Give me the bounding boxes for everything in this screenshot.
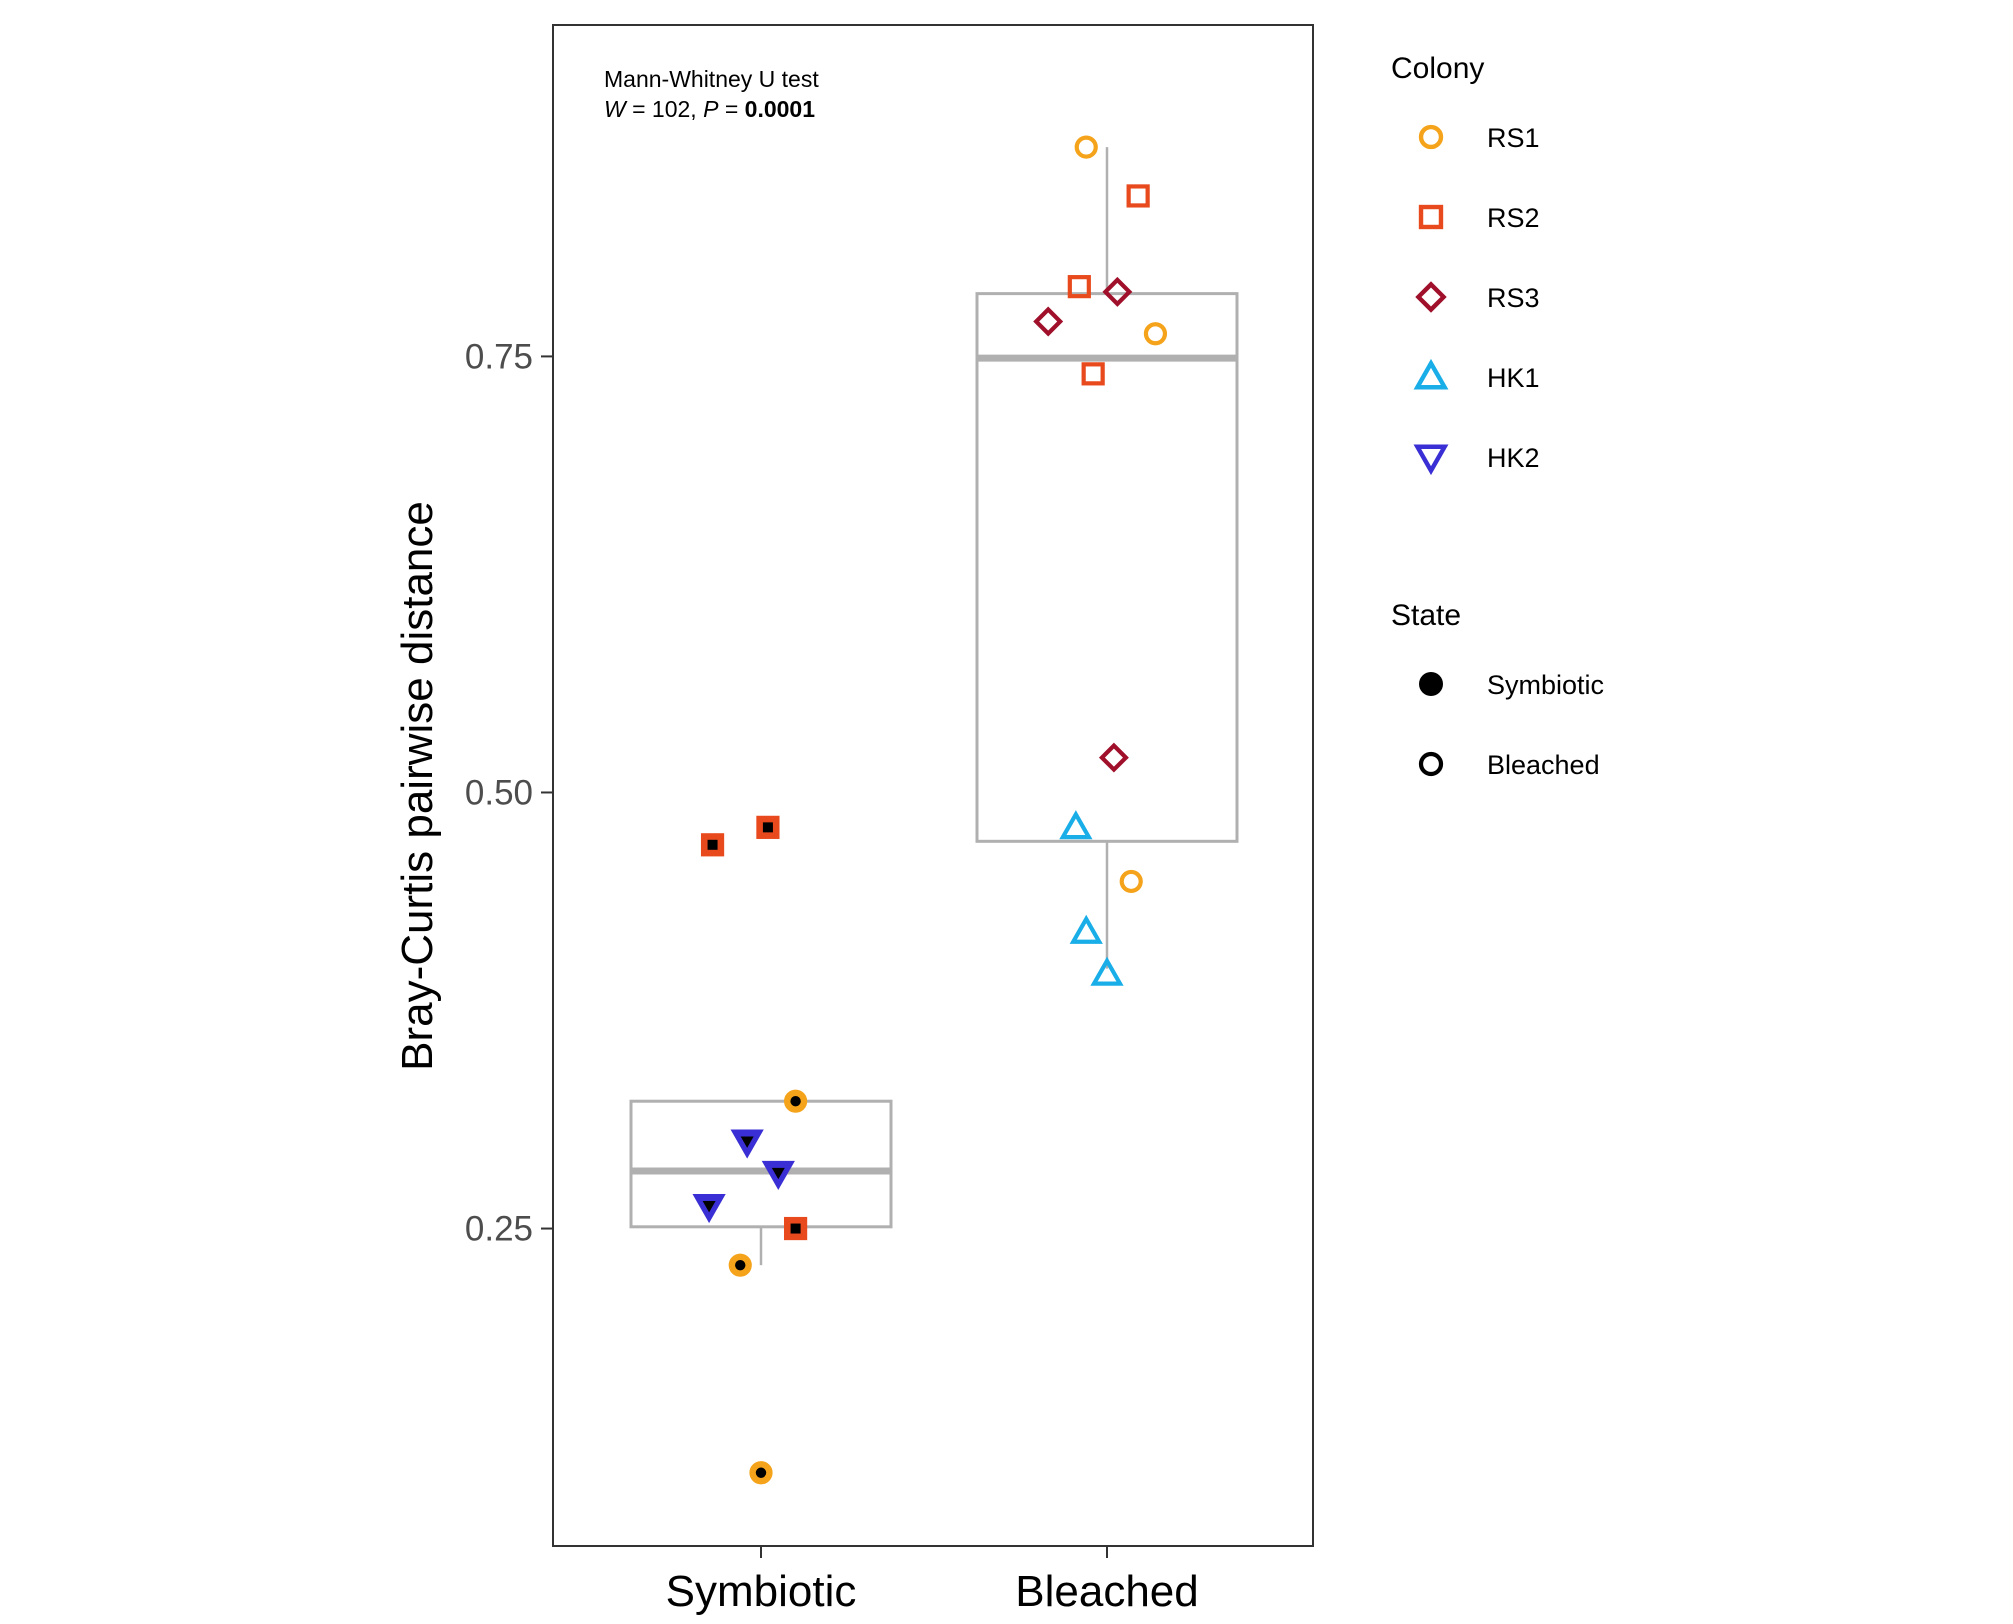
data-point-rs1-bleached [1119, 869, 1143, 894]
marker-square-outline [1067, 275, 1091, 299]
box-iqr [629, 1099, 893, 1229]
points-layer [692, 135, 1168, 1485]
data-point-rs2-bleached [1081, 362, 1105, 386]
legend-key-hk1 [1413, 358, 1449, 390]
annotation-stat-line: W = 102, P = 0.0001 [604, 96, 815, 122]
annotation-p-value: 0.0001 [745, 96, 816, 122]
data-point-hk2-symbiotic [761, 1160, 795, 1190]
annotation-stat-symbol: W [604, 96, 628, 122]
marker-center-fill [740, 1136, 754, 1148]
data-point-rs2-bleached [1067, 275, 1091, 299]
marker-center-fill [790, 1223, 801, 1234]
data-point-rs1-symbiotic [783, 1089, 808, 1113]
x-axis: Symbiotic Bleached [666, 1546, 1199, 1616]
data-point-rs3-bleached [1033, 306, 1064, 337]
legend: Colony State RS1 RS2 RS3 HK1 HK2 Symbiotic Ble… [1391, 52, 1604, 780]
data-point-rs2-symbiotic [700, 833, 725, 857]
data-point-rs3-bleached [1098, 742, 1129, 773]
data-point-rs3-bleached [1102, 276, 1133, 307]
marker-center-fill [735, 1259, 746, 1271]
marker-center-fill [762, 822, 773, 833]
annotation-test-name: Mann-Whitney U test [604, 66, 819, 92]
marker-circle-outline [1143, 322, 1168, 346]
annotation-stat-value: = 102, [626, 96, 703, 122]
marker-square-outline [1418, 204, 1444, 230]
box-layer [629, 147, 1239, 1266]
legend-label-symbiotic: Symbiotic [1487, 670, 1604, 700]
marker-center-fill [771, 1167, 785, 1180]
marker-triangle-up-outline [1413, 358, 1449, 390]
data-point-rs2-bleached [1126, 184, 1150, 208]
legend-key-hk2 [1413, 444, 1449, 476]
legend-label-hk2: HK2 [1487, 443, 1540, 473]
data-point-hk2-symbiotic [692, 1194, 726, 1224]
marker-triangle-up-outline [1059, 810, 1093, 840]
marker-circle-outline [1119, 869, 1143, 894]
annotation-p-eq: = [718, 96, 744, 122]
box-iqr [975, 292, 1239, 843]
y-tick-label: 0.75 [465, 337, 533, 376]
legend-label-hk1: HK1 [1487, 363, 1540, 393]
data-point-hk1-bleached [1069, 914, 1103, 944]
legend-key-bleached [1418, 751, 1444, 777]
marker-square-outline [1126, 184, 1150, 208]
plot-panel-border [552, 24, 1314, 1547]
marker-center-fill [755, 1467, 767, 1478]
legend-state-title: State [1391, 599, 1461, 632]
legend-key-rs3 [1415, 281, 1447, 313]
boxplot-symbiotic [629, 1099, 893, 1266]
data-point-rs2-symbiotic [783, 1216, 808, 1241]
legend-key-rs2 [1418, 204, 1444, 230]
marker-center-fill [790, 1096, 801, 1107]
legend-label-bleached: Bleached [1487, 750, 1600, 780]
marker-center-fill [702, 1200, 716, 1213]
data-point-rs1-bleached [1074, 135, 1098, 159]
legend-colony-title: Colony [1391, 52, 1484, 85]
marker-diamond-outline [1033, 306, 1064, 337]
y-axis: 0.25 0.50 0.75 [465, 337, 553, 1249]
x-category-label: Symbiotic [666, 1567, 857, 1616]
annotation-p-symbol: P [703, 96, 719, 122]
boxplot-bleached [975, 147, 1239, 969]
x-category-label: Bleached [1015, 1567, 1198, 1616]
legend-label-rs1: RS1 [1487, 123, 1540, 153]
legend-label-rs3: RS3 [1487, 283, 1540, 313]
y-tick-label: 0.25 [465, 1210, 533, 1249]
marker-circle-outline [1074, 135, 1098, 159]
marker-center-fill [707, 839, 718, 850]
marker-diamond-outline [1102, 276, 1133, 307]
data-point-rs2-symbiotic [756, 815, 780, 839]
marker-diamond-outline [1098, 742, 1129, 773]
y-tick-label: 0.50 [465, 773, 533, 812]
legend-label-rs2: RS2 [1487, 203, 1540, 233]
legend-key-rs1 [1418, 124, 1444, 150]
marker-triangle-up-outline [1090, 956, 1124, 986]
marker-circle-outline [1418, 124, 1444, 150]
y-axis-title: Bray-Curtis pairwise distance [393, 501, 442, 1071]
legend-key-symbiotic [1419, 672, 1443, 696]
marker-triangle-up-outline [1069, 914, 1103, 944]
data-point-rs1-bleached [1143, 322, 1168, 346]
marker-diamond-outline [1415, 281, 1447, 313]
data-point-hk1-bleached [1059, 810, 1093, 840]
stat-annotation: Mann-Whitney U test W = 102, P = 0.0001 [604, 66, 819, 122]
data-point-hk1-bleached [1090, 956, 1124, 986]
marker-square-outline [1081, 362, 1105, 386]
data-point-rs1-symbiotic [749, 1461, 773, 1485]
legend-filled-dot [1419, 672, 1443, 696]
legend-open-dot [1418, 751, 1444, 777]
data-point-hk2-symbiotic [730, 1129, 764, 1159]
marker-triangle-down-outline [1413, 444, 1449, 476]
data-point-rs1-symbiotic [728, 1253, 752, 1277]
